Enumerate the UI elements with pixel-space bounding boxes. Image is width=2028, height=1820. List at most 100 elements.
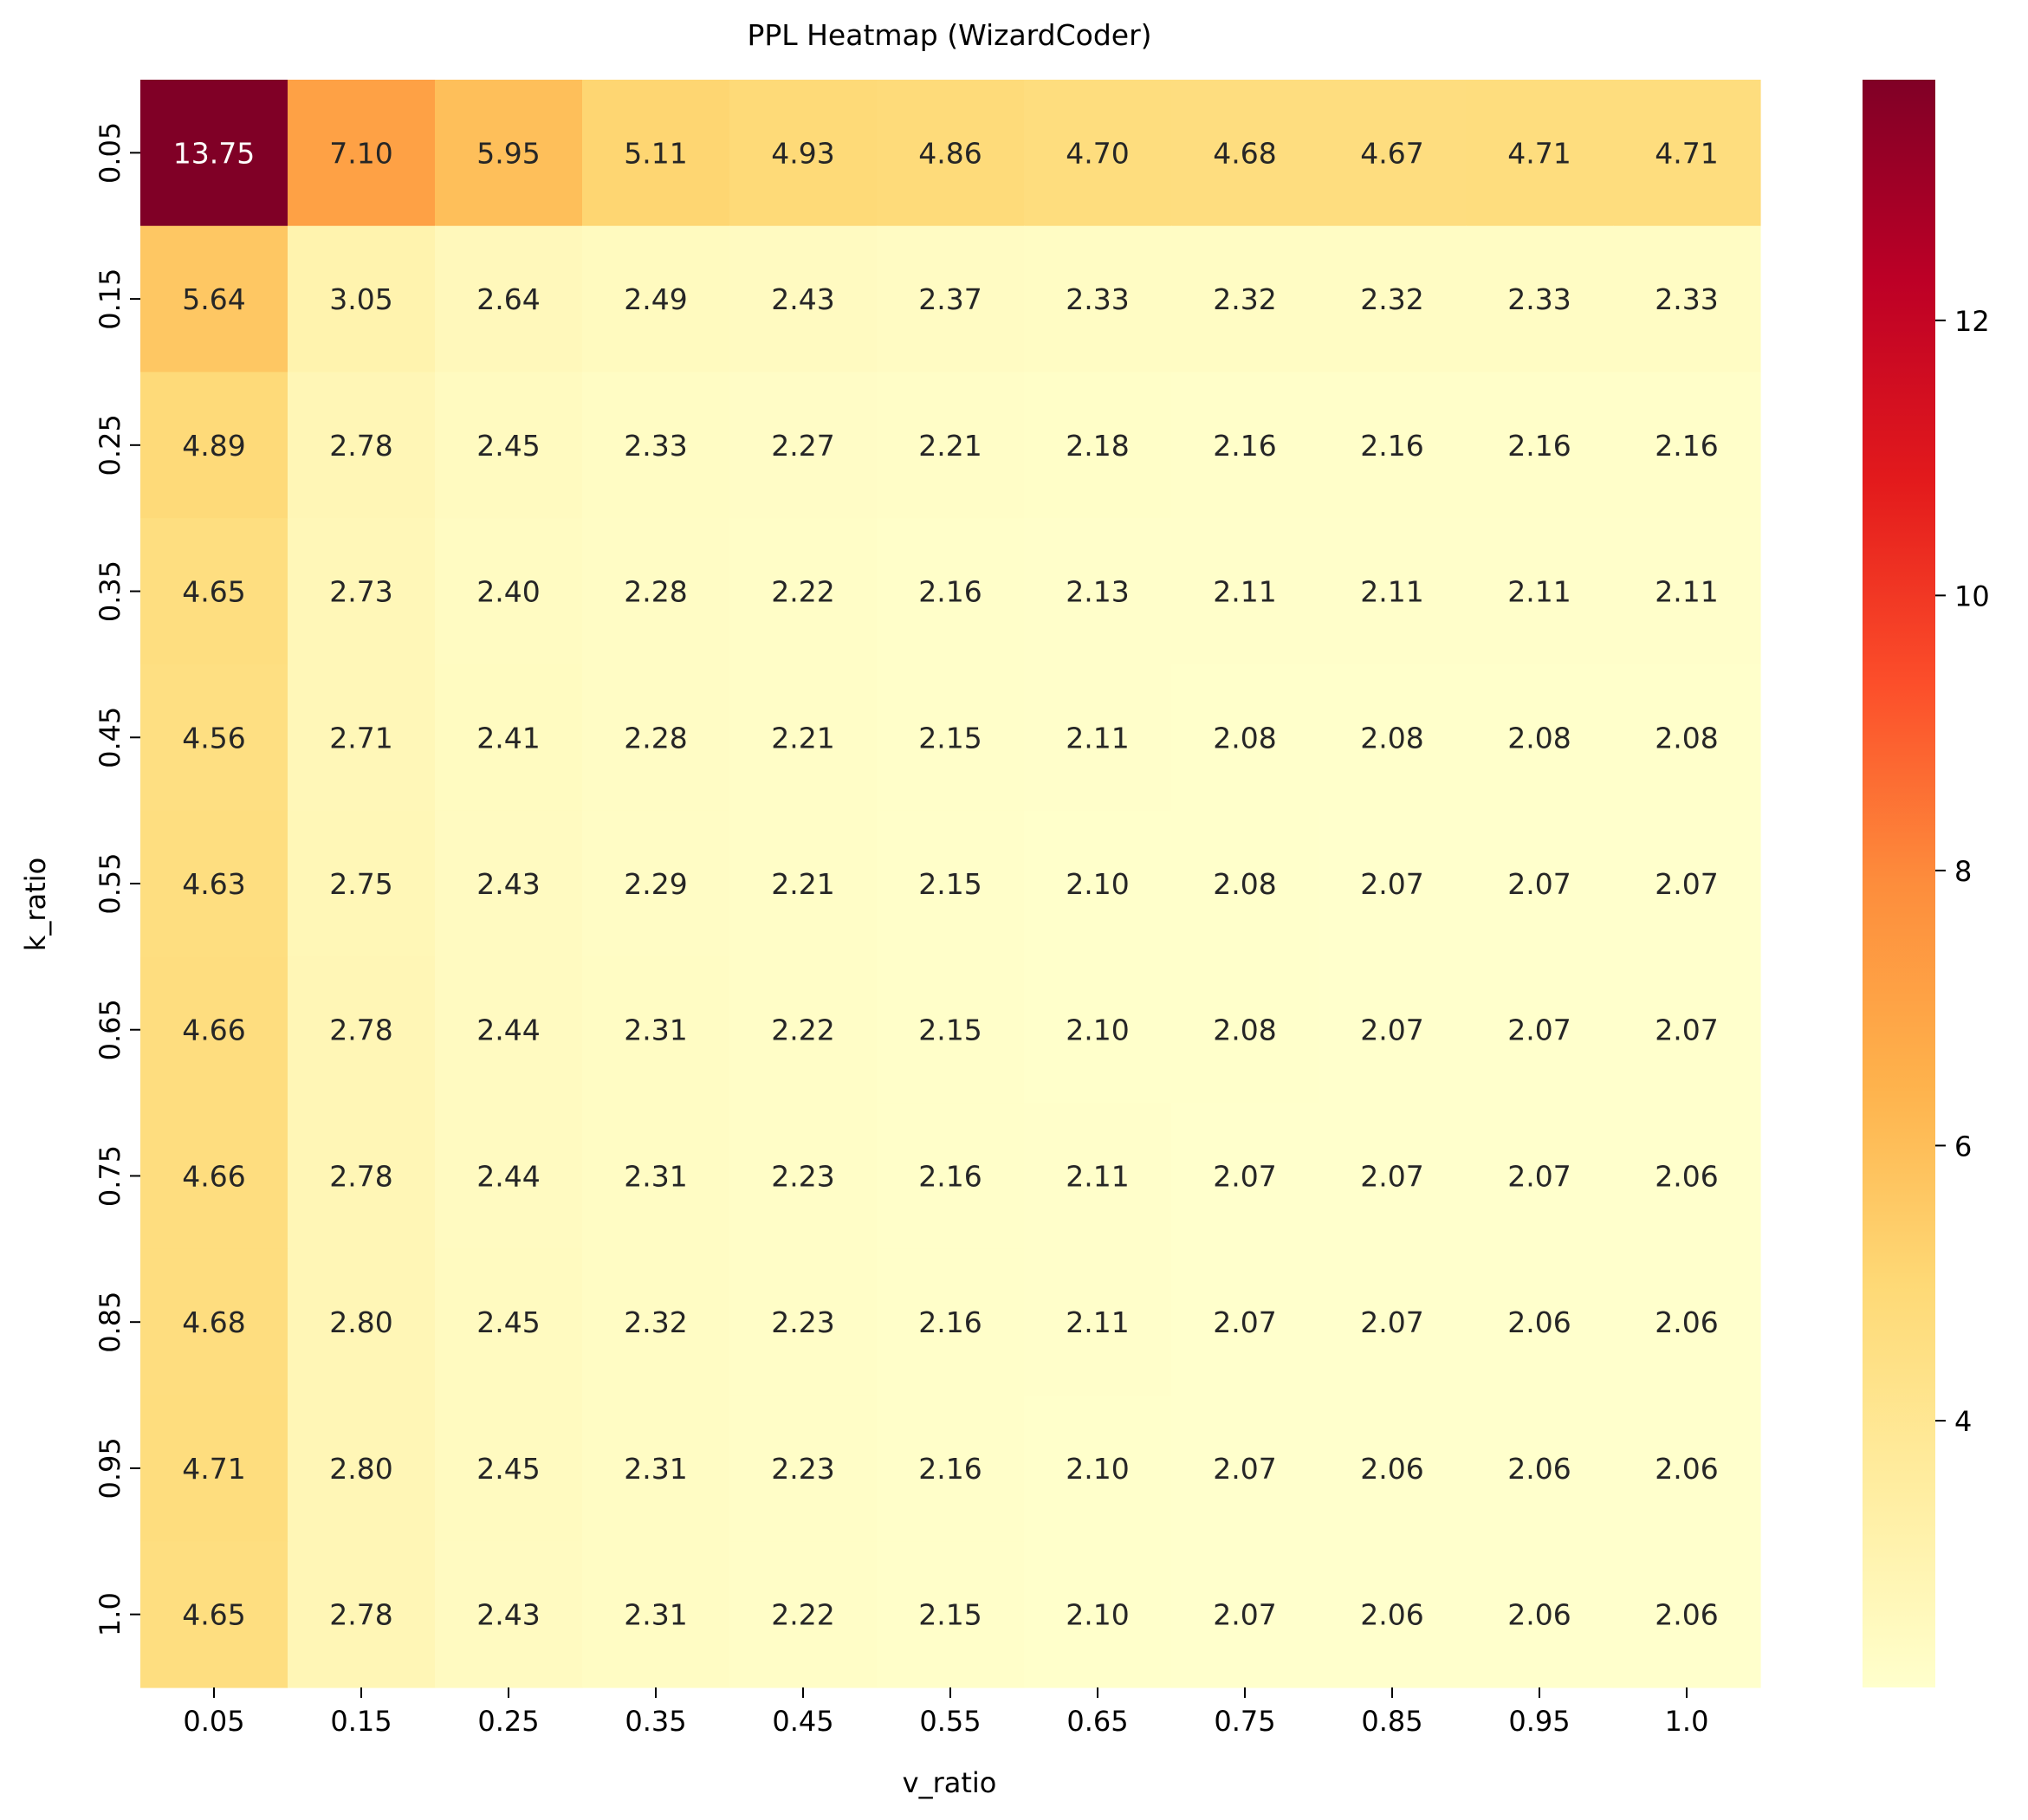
heatmap-cell xyxy=(1466,225,1614,373)
cell-value-label: 2.07 xyxy=(1360,1305,1423,1339)
heatmap-cell xyxy=(1613,1395,1761,1542)
cell-value-label: 2.06 xyxy=(1655,1598,1718,1632)
heatmap-cell xyxy=(582,1248,730,1396)
heatmap-cell xyxy=(435,225,583,373)
heatmap-cell xyxy=(582,1541,730,1688)
heatmap-cell xyxy=(435,518,583,665)
cell-value-label: 2.07 xyxy=(1360,867,1423,901)
heatmap-cell xyxy=(435,80,583,227)
heatmap-cell xyxy=(877,664,1025,812)
heatmap-cell xyxy=(140,1541,288,1688)
cell-value-label: 7.10 xyxy=(329,136,392,170)
cell-value-label: 2.23 xyxy=(771,1305,834,1339)
heatmap-cell xyxy=(140,518,288,665)
cell-value-label: 2.41 xyxy=(476,721,540,755)
heatmap-cell xyxy=(1171,1248,1319,1396)
cell-value-label: 4.71 xyxy=(1507,136,1571,170)
y-tick-label: 0.35 xyxy=(94,560,126,622)
heatmap-cell xyxy=(435,1248,583,1396)
cell-value-label: 2.43 xyxy=(771,282,834,316)
cell-value-label: 2.22 xyxy=(771,1014,834,1047)
heatmap-cell xyxy=(288,664,436,812)
cell-value-label: 2.11 xyxy=(1655,575,1718,609)
cell-value-label: 2.07 xyxy=(1213,1159,1276,1193)
cell-value-label: 2.16 xyxy=(1213,429,1276,463)
cell-value-label: 3.05 xyxy=(329,282,392,316)
cell-value-label: 2.08 xyxy=(1213,721,1276,755)
heatmap-cell xyxy=(288,810,436,957)
cell-value-label: 2.07 xyxy=(1507,1159,1571,1193)
cell-value-label: 2.43 xyxy=(476,1598,540,1632)
heatmap-cell xyxy=(1613,225,1761,373)
x-tick-label: 0.75 xyxy=(1214,1705,1275,1738)
x-tick-label: 0.85 xyxy=(1361,1705,1422,1738)
cell-value-label: 2.08 xyxy=(1655,721,1718,755)
heatmap-cell xyxy=(582,810,730,957)
cell-value-label: 2.08 xyxy=(1360,721,1423,755)
heatmap-cell xyxy=(582,225,730,373)
heatmap-cell xyxy=(1171,1103,1319,1250)
heatmap-cell xyxy=(435,956,583,1104)
heatmap-cell xyxy=(1613,1103,1761,1250)
cell-value-label: 4.66 xyxy=(182,1014,245,1047)
heatmap-cell xyxy=(1319,1395,1467,1542)
cell-value-label: 2.06 xyxy=(1655,1452,1718,1486)
cell-value-label: 2.16 xyxy=(918,1452,982,1486)
cell-value-label: 2.07 xyxy=(1655,1014,1718,1047)
cell-value-label: 4.63 xyxy=(182,867,245,901)
heatmap-cell xyxy=(1024,664,1172,812)
heatmap-cell xyxy=(288,1395,436,1542)
cell-value-label: 2.40 xyxy=(476,575,540,609)
heatmap-cell xyxy=(1024,518,1172,665)
x-tick-label: 0.25 xyxy=(477,1705,539,1738)
heatmap-cell xyxy=(1466,810,1614,957)
heatmap-cell xyxy=(140,80,288,227)
y-axis: 0.05 0.15 0.25 0.35 0.45 0.55 0.65 0.75 0.85 0.95… xyxy=(94,122,140,1636)
heatmap-cell xyxy=(140,372,288,519)
x-tick-label: 0.65 xyxy=(1066,1705,1128,1738)
cell-value-label: 2.33 xyxy=(1066,282,1129,316)
heatmap-cell-labels: 13.75 7.10 5.95 5.11 4.93 4.86 4.70 4.68 4.67 4.7… xyxy=(173,136,1719,1631)
cell-value-label: 2.78 xyxy=(329,1598,392,1632)
x-tick-label: 0.95 xyxy=(1508,1705,1570,1738)
cell-value-label: 4.68 xyxy=(1213,136,1276,170)
x-tick-label: 0.05 xyxy=(183,1705,244,1738)
colorbar-gradient xyxy=(1863,80,1935,1687)
cell-value-label: 2.32 xyxy=(1360,282,1423,316)
cell-value-label: 4.56 xyxy=(182,721,245,755)
y-axis-label: k_ratio xyxy=(19,858,52,951)
heatmap-cell xyxy=(435,1541,583,1688)
colorbar-tick-label: 8 xyxy=(1954,855,1972,888)
heatmap-cell xyxy=(1613,1541,1761,1688)
heatmap-cell xyxy=(435,1395,583,1542)
cell-value-label: 2.10 xyxy=(1066,1598,1129,1632)
heatmap-cell xyxy=(729,1541,878,1688)
cell-value-label: 2.75 xyxy=(329,867,392,901)
heatmap-cell xyxy=(1319,810,1467,957)
cell-value-label: 2.21 xyxy=(918,429,982,463)
heatmap-cell xyxy=(1319,372,1467,519)
cell-value-label: 5.95 xyxy=(476,136,540,170)
cell-value-label: 4.68 xyxy=(182,1305,245,1339)
cell-value-label: 2.07 xyxy=(1213,1598,1276,1632)
cell-value-label: 2.49 xyxy=(624,282,687,316)
cell-value-label: 2.22 xyxy=(771,1598,834,1632)
cell-value-label: 2.80 xyxy=(329,1452,392,1486)
heatmap-cell xyxy=(288,1248,436,1396)
heatmap-cell xyxy=(288,956,436,1104)
heatmap-cell xyxy=(1024,80,1172,227)
heatmap-cell xyxy=(729,956,878,1104)
cell-value-label: 2.06 xyxy=(1360,1598,1423,1632)
heatmap-cell xyxy=(435,1103,583,1250)
heatmap-cells xyxy=(140,80,1761,1688)
cell-value-label: 2.06 xyxy=(1507,1452,1571,1486)
colorbar-tick-label: 10 xyxy=(1954,580,1990,612)
heatmap-cell xyxy=(1466,664,1614,812)
heatmap-cell xyxy=(582,518,730,665)
y-tick-label: 0.75 xyxy=(94,1145,126,1207)
heatmap-cell xyxy=(877,1248,1025,1396)
heatmap-cell xyxy=(877,1541,1025,1688)
cell-value-label: 2.28 xyxy=(624,575,687,609)
cell-value-label: 2.64 xyxy=(476,282,540,316)
heatmap-cell xyxy=(877,810,1025,957)
